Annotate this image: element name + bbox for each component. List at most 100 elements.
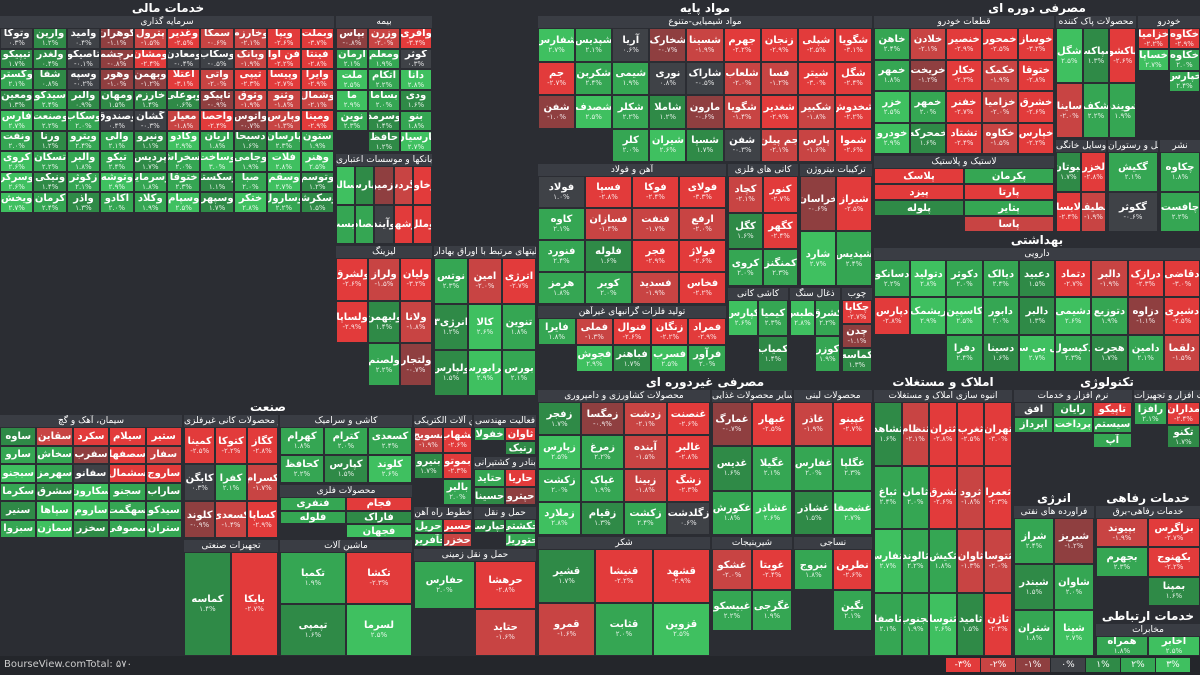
stock-tile[interactable]: ومعلم ۱.۹% (368, 48, 400, 70)
stock-tile[interactable]: نوری ۰.۸% (649, 61, 687, 95)
industry-group-title[interactable]: فعالیتهای مرتبط با اوراق بهادار (434, 246, 536, 258)
stock-tile[interactable]: حخزر (443, 533, 472, 547)
stock-tile[interactable]: سپاها (36, 501, 73, 520)
stock-tile[interactable]: زکشت ۲.۴% (624, 501, 667, 535)
stock-tile[interactable]: بایکا -۲.۷% (231, 552, 278, 656)
stock-tile[interactable]: ختوقا -۲.۸% (1018, 59, 1054, 91)
stock-tile[interactable]: بنیرو ۱.۷% (414, 453, 443, 479)
stock-tile[interactable]: پلاسک (874, 168, 964, 184)
industry-group-title[interactable]: محصولات کشاورزی و دامپروری (538, 390, 710, 402)
industry-group-title[interactable]: مواد شیمیایی-متنوع (538, 16, 872, 28)
stock-tile[interactable]: ولصنم ۲.۲% (368, 343, 400, 386)
industry-group-title[interactable]: قطعات خودرو (874, 16, 1054, 28)
stock-tile[interactable]: بساما ۲.۰% (368, 90, 400, 111)
stock-tile[interactable]: کچاد -۲.۱% (728, 176, 763, 213)
stock-tile[interactable]: وامید ۰.۴% (66, 28, 101, 49)
stock-tile[interactable]: وگستر ۲.۱% (0, 69, 34, 90)
stock-tile[interactable]: سصوفی (109, 519, 146, 538)
stock-tile[interactable]: شخارک -۰.۷% (649, 28, 687, 62)
stock-tile[interactable]: پارس -۱.۶% (797, 128, 835, 162)
stock-tile[interactable]: سیستم (1092, 417, 1132, 433)
stock-tile[interactable]: ثتفارس۲.۷% (874, 529, 902, 593)
stock-tile[interactable]: فسازان -۱.۴% (585, 208, 632, 240)
stock-tile[interactable]: غبیسکو ۲.۲% (712, 590, 752, 631)
industry-group-title[interactable]: کاشی و سرامیک (280, 415, 412, 427)
stock-tile[interactable]: درازک -۲.۳% (1127, 260, 1164, 298)
stock-tile[interactable]: کحافظ ۲.۲% (280, 455, 324, 483)
stock-tile[interactable]: ثامید ۱.۵% (956, 592, 985, 656)
stock-tile[interactable]: حفارس ۲.۰% (414, 561, 475, 609)
stock-tile[interactable]: سهرمز (36, 464, 73, 483)
stock-tile[interactable]: شسپا ۱.۷% (686, 128, 724, 162)
stock-tile[interactable]: خزامیا -۲.۲% (1138, 28, 1169, 50)
stock-tile[interactable]: کی بی سی۲.۷% (1018, 334, 1056, 372)
industry-group-title[interactable]: محصولات پاک کننده (1056, 16, 1136, 28)
stock-tile[interactable]: تشتاد -۲.۴% (946, 122, 982, 154)
stock-tile[interactable]: زکوثر ۲.۱% (66, 171, 101, 193)
stock-tile[interactable]: وصنعت ۲.۲% (33, 110, 67, 131)
stock-tile[interactable]: زفجر ۱.۷% (538, 402, 581, 436)
stock-tile[interactable]: شتران ۱.۸% (1014, 610, 1054, 656)
stock-tile[interactable]: ونفت ۲.۰% (0, 130, 34, 152)
stock-tile[interactable]: صبا ۲.۰% (233, 171, 268, 193)
stock-tile[interactable]: حتوریل (505, 533, 536, 547)
stock-tile[interactable]: ستون ۱.۹% (300, 130, 334, 152)
stock-tile[interactable]: گوهران-۱.۱% (100, 28, 134, 49)
stock-tile[interactable]: ثنوسا ۲.۶% (929, 592, 957, 656)
stock-tile[interactable]: سیدکو (145, 501, 182, 520)
sector-title[interactable]: خدمات رفاهی (1106, 491, 1190, 505)
stock-tile[interactable]: ستیر (145, 427, 182, 446)
stock-tile[interactable]: وهنر ۲.۵% (300, 151, 334, 172)
stock-tile[interactable]: جم پیلن -۲.۱% (760, 128, 798, 162)
stock-tile[interactable]: ولغدر ۰.۴% (33, 48, 67, 70)
industry-group-title[interactable]: حمل و نقل زمینی (414, 549, 536, 561)
stock-tile[interactable]: شاوان ۲.۰% (1054, 564, 1094, 610)
stock-tile[interactable]: خکاوه -۱.۵% (982, 122, 1018, 154)
stock-tile[interactable]: فلات ۲.۸% (267, 151, 301, 172)
stock-tile[interactable]: نبروج ۱.۸% (794, 549, 833, 590)
industry-group-title[interactable]: فعالیت مهندسی (474, 415, 536, 427)
stock-tile[interactable]: شپاکسا۱.۳% (1082, 28, 1110, 83)
stock-tile[interactable]: وسکاب -۰.۵% (200, 48, 234, 70)
stock-tile[interactable]: وساخت۳.۰% (200, 151, 234, 172)
stock-tile[interactable]: دالبر -۱.۹% (1091, 260, 1128, 298)
stock-tile[interactable]: سجنو (109, 482, 146, 501)
stock-tile[interactable]: وبملت -۳.۷% (300, 28, 334, 49)
stock-tile[interactable]: شیران ۲.۶% (649, 128, 687, 162)
stock-tile[interactable]: وسارول۲.۲% (267, 192, 301, 213)
stock-tile[interactable]: آرمان ۲.۱% (336, 48, 368, 70)
stock-tile[interactable]: دکپسول ۲.۳% (1055, 334, 1092, 372)
stock-tile[interactable]: خارزم ۱.۴% (133, 89, 167, 111)
stock-tile[interactable]: بالبر ۲.۰% (443, 479, 472, 505)
stock-tile[interactable]: حسیر (443, 519, 472, 533)
stock-tile[interactable]: سارو (0, 445, 37, 464)
stock-tile[interactable]: کلوند -۰.۹% (184, 501, 216, 538)
stock-tile[interactable]: شراز ۲.۴% (1014, 518, 1054, 564)
stock-tile[interactable]: قشهد -۲.۹% (652, 549, 710, 603)
stock-tile[interactable]: غبهار -۲.۵% (752, 402, 792, 447)
stock-tile[interactable]: غپاک ۱.۹% (581, 468, 624, 502)
stock-tile[interactable]: کویر ۲.۰% (585, 272, 632, 304)
stock-tile[interactable]: فولای -۳.۳% (679, 176, 726, 208)
stock-tile[interactable]: ونیرو ۱.۱% (133, 130, 167, 152)
stock-tile[interactable]: دپارس -۲.۸% (874, 297, 911, 335)
stock-tile[interactable]: سفرب (72, 445, 110, 464)
industry-group-title[interactable]: سرمایه گذاری (0, 16, 334, 28)
industry-group-title[interactable]: کاشی کانی (728, 288, 788, 300)
stock-tile[interactable]: پاسا (964, 216, 1054, 232)
stock-tile[interactable]: پردیس ۱.۷% (133, 151, 167, 172)
stock-tile[interactable]: وسپه -۰.۲% (66, 69, 101, 90)
stock-tile[interactable]: زپارس ۲.۵% (538, 435, 581, 469)
stock-tile[interactable]: غگرجی ۱.۹% (752, 590, 792, 631)
stock-tile[interactable]: ساوه (0, 427, 37, 446)
stock-tile[interactable]: خکمک -۱.۹% (982, 59, 1018, 91)
stock-tile[interactable]: زکشت ۲.۰% (538, 468, 581, 502)
stock-tile[interactable]: سهگمت (109, 501, 146, 520)
stock-tile[interactable]: سمازن (36, 519, 73, 538)
stock-tile[interactable]: حرهشا -۲.۸% (475, 561, 536, 609)
stock-tile[interactable]: فجوش ۲.۹% (575, 345, 614, 372)
stock-tile[interactable]: ساروج (145, 464, 182, 483)
stock-tile[interactable]: زگلدشت ۰.۶% (667, 501, 710, 535)
stock-tile[interactable]: واتی -۲.۰% (200, 69, 234, 90)
stock-tile[interactable]: وبوعلی۰.۶% (167, 89, 201, 111)
